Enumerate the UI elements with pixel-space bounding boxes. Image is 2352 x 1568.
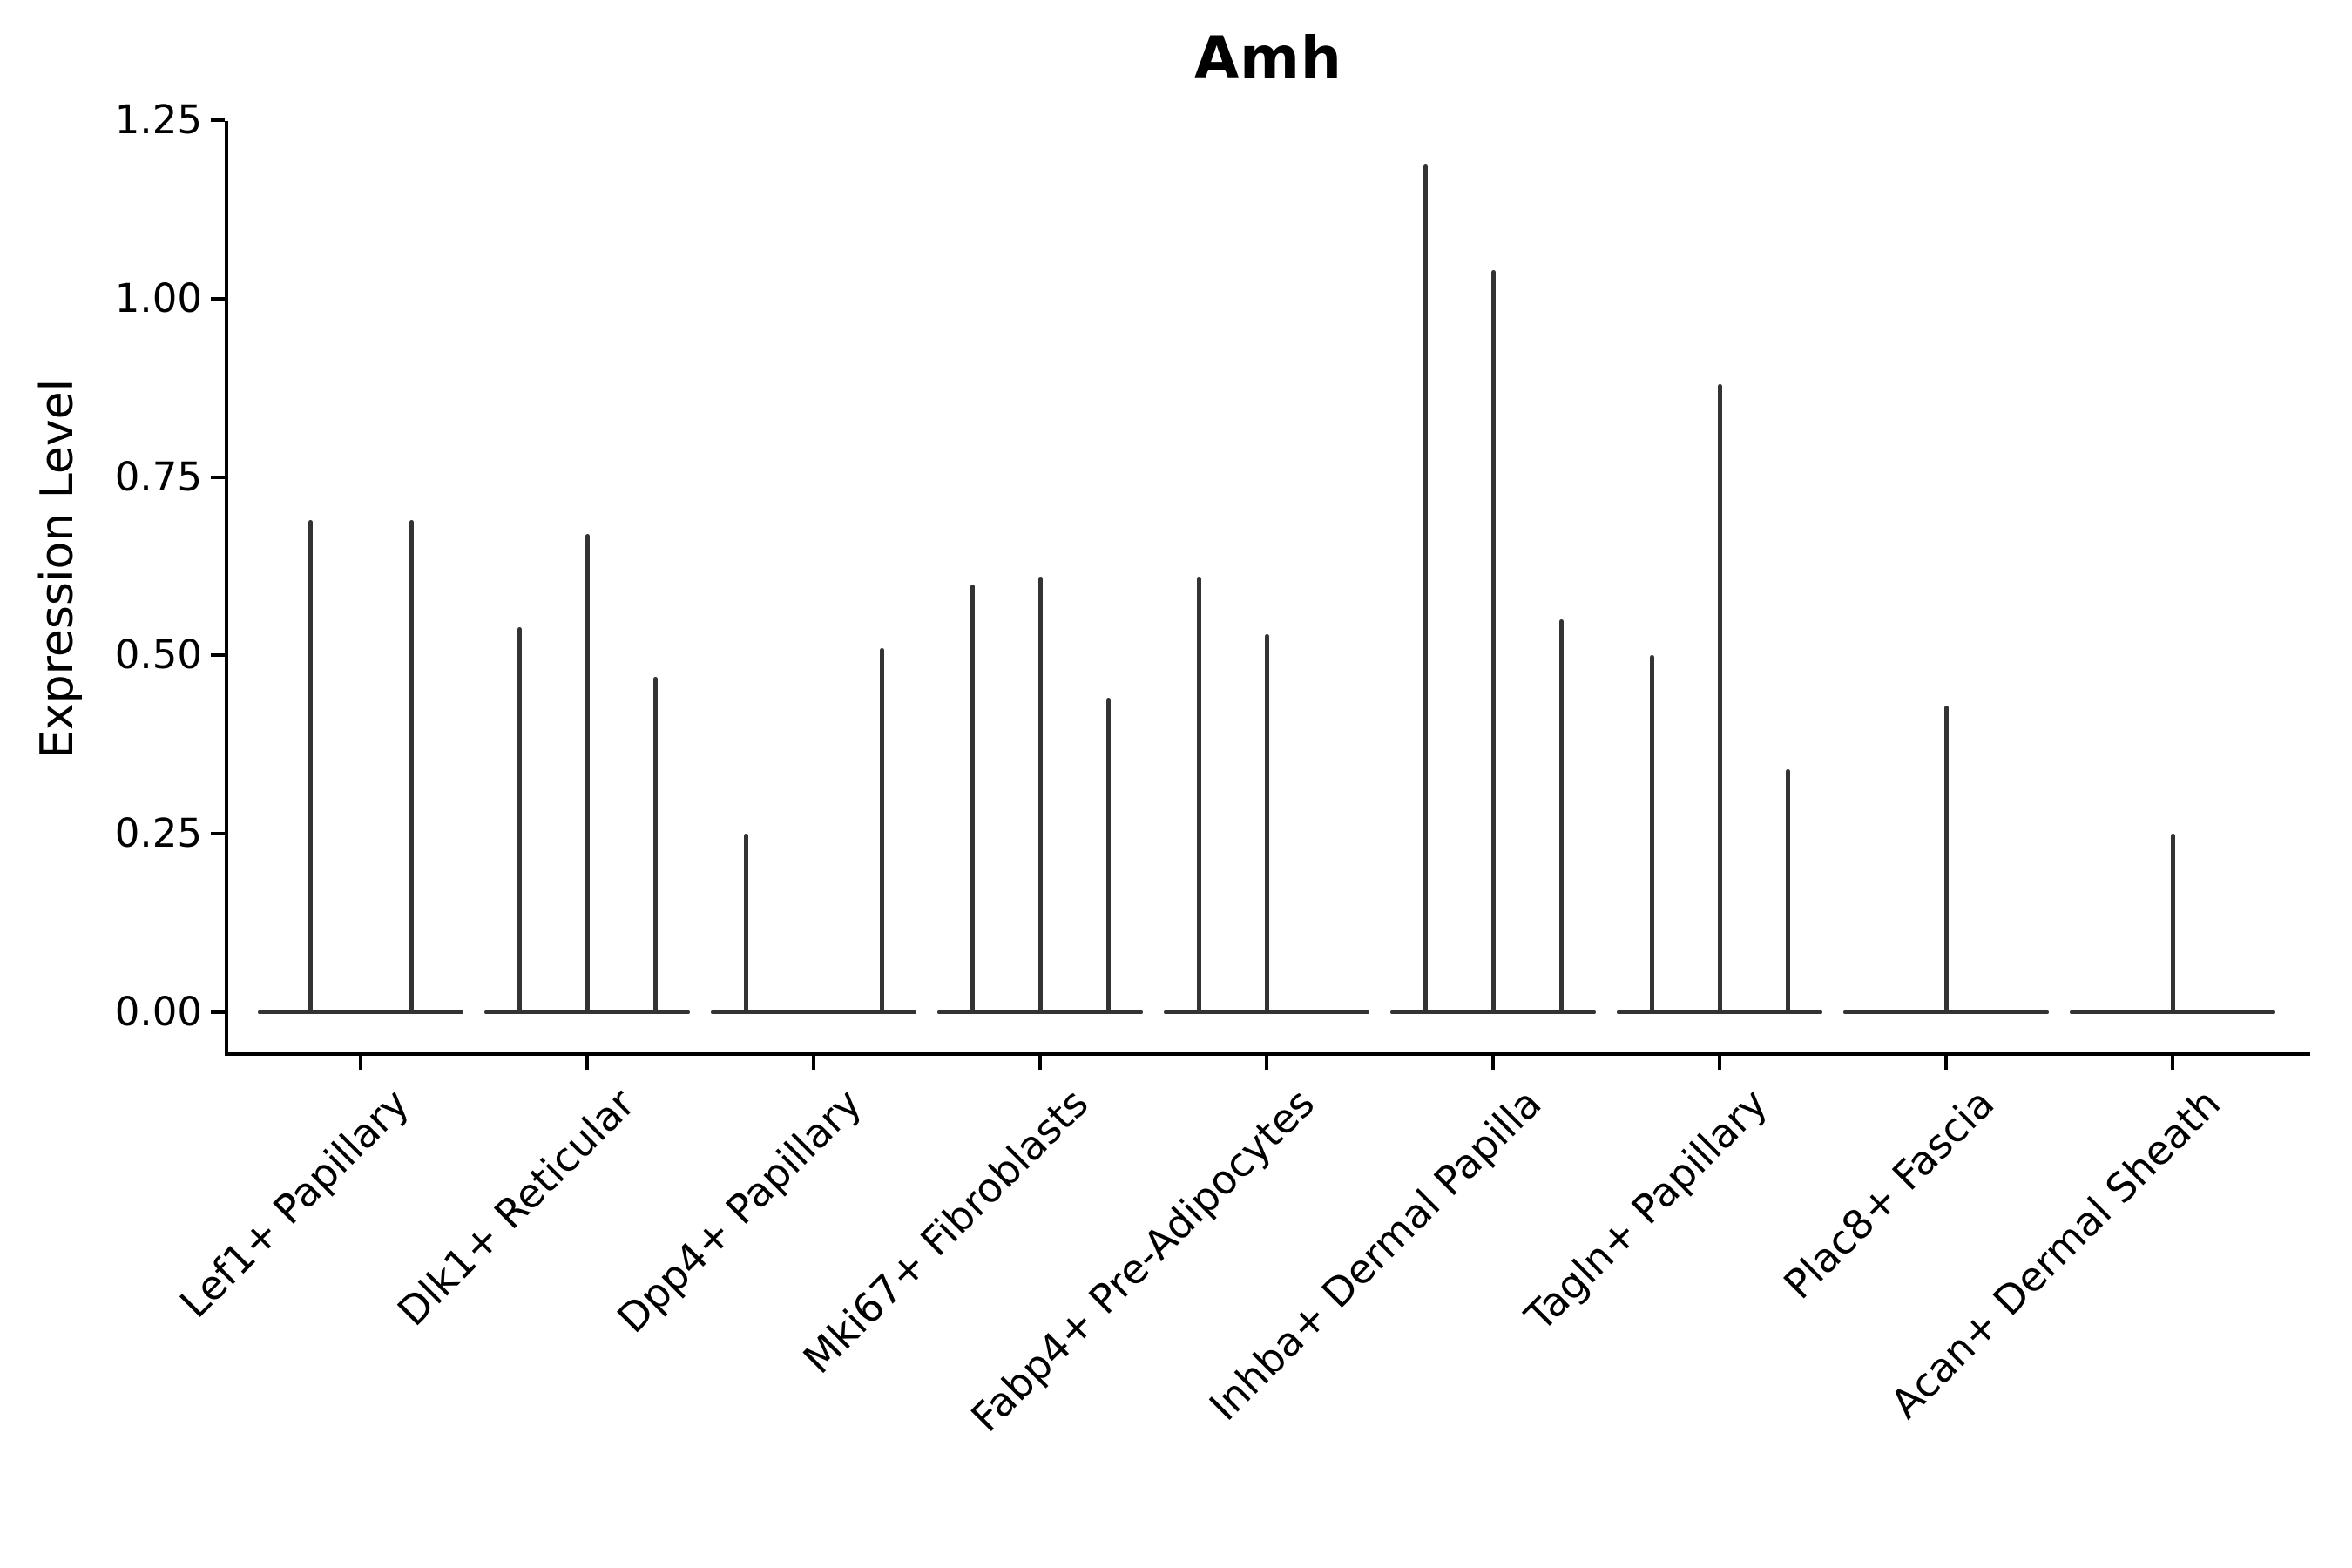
- x-tick: [1491, 1056, 1495, 1070]
- y-tick: [211, 1010, 225, 1014]
- y-tick-label: 1.00: [114, 275, 202, 322]
- violin-spike: [652, 676, 658, 1014]
- x-category-label: Dpp4+ Papillary: [608, 1079, 871, 1342]
- violin-spike: [1943, 705, 1949, 1014]
- violin-spike: [1558, 619, 1564, 1014]
- violin-spike: [879, 648, 884, 1014]
- violin-spike: [1105, 698, 1111, 1014]
- y-tick: [211, 475, 225, 479]
- y-tick: [211, 297, 225, 301]
- violin-baseline: [711, 1010, 916, 1014]
- x-category-label: Plac8+ Fascia: [1774, 1079, 2004, 1308]
- x-tick: [585, 1056, 589, 1070]
- violin-spike: [743, 833, 748, 1014]
- x-category-label: Dlk1+ Reticular: [389, 1079, 645, 1335]
- x-tick: [812, 1056, 815, 1070]
- violin-spike: [1717, 384, 1722, 1014]
- y-axis-spine: [225, 121, 228, 1056]
- y-tick-label: 1.25: [114, 97, 202, 144]
- y-tick-label: 0.00: [114, 988, 202, 1035]
- violin-spike: [585, 534, 590, 1014]
- x-tick: [2171, 1056, 2174, 1070]
- y-tick: [211, 831, 225, 835]
- x-category-label: Tagln+ Papillary: [1516, 1079, 1777, 1341]
- y-tick: [211, 118, 225, 123]
- x-category-label: Lef1+ Papillary: [170, 1079, 418, 1328]
- x-tick: [1718, 1056, 1721, 1070]
- violin-spike: [1785, 769, 1790, 1014]
- y-tick-label: 0.75: [114, 453, 202, 500]
- violin-spike: [517, 626, 522, 1014]
- violin-baseline: [258, 1010, 463, 1014]
- y-tick: [211, 653, 225, 658]
- y-axis-label: Expression Level: [31, 378, 84, 760]
- x-axis-spine: [225, 1052, 2310, 1056]
- violin-spike: [1423, 163, 1428, 1014]
- violin-spike: [1196, 577, 1201, 1014]
- violin-spike: [1037, 577, 1043, 1014]
- y-tick-label: 0.25: [114, 809, 202, 856]
- violin-spike: [1649, 655, 1654, 1014]
- violin-spike: [970, 584, 975, 1014]
- x-tick: [1038, 1056, 1042, 1070]
- violin-spike: [308, 519, 313, 1014]
- violin-spike: [409, 519, 414, 1014]
- violin-spike: [1490, 270, 1496, 1014]
- violin-spike: [2170, 833, 2175, 1014]
- x-tick: [1944, 1056, 1948, 1070]
- chart-title: Amh: [1194, 24, 1342, 91]
- violin-spike: [1264, 633, 1269, 1014]
- y-tick-label: 0.50: [114, 632, 202, 679]
- x-tick: [1265, 1056, 1268, 1070]
- x-tick: [359, 1056, 362, 1070]
